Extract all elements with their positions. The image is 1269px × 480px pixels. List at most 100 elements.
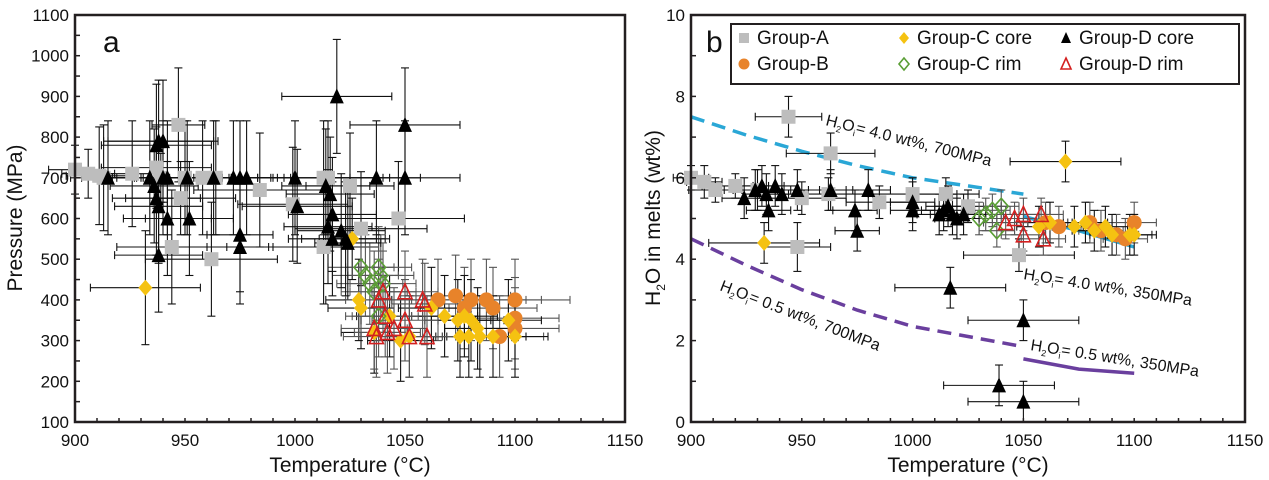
data-point-group-c-core xyxy=(437,308,452,325)
legend-item-group-d-core: Group-D core xyxy=(1061,28,1194,49)
data-point-group-d-core xyxy=(790,182,805,198)
data-point-group-a xyxy=(697,174,712,189)
y-tick-label: 2 xyxy=(676,332,685,351)
y-tick-label: 400 xyxy=(41,291,69,310)
data-point-group-d-core xyxy=(325,230,340,246)
data-point-group-d-core xyxy=(768,177,783,193)
data-point-group-c-core xyxy=(1067,218,1082,235)
legend-label: Group-C rim xyxy=(917,54,1022,75)
data-point-group-a xyxy=(708,183,723,198)
annotation-text: = 0.5 wt%, 350MPa xyxy=(1060,342,1200,381)
legend-marker-icon xyxy=(1059,56,1073,70)
x-tick-label: 950 xyxy=(788,431,816,450)
x-tick-label: 900 xyxy=(677,431,705,450)
data-point-group-d-core xyxy=(290,198,305,214)
data-point-group-c-core xyxy=(508,328,522,345)
data-point-group-a xyxy=(728,178,743,193)
data-point-group-a xyxy=(1011,248,1026,263)
data-point-group-d-core xyxy=(737,190,752,206)
legend-item-group-c-core: Group-C core xyxy=(899,28,1032,49)
data-point-group-d-rim xyxy=(379,322,396,341)
data-point-group-d-core xyxy=(321,218,335,234)
legend-marker-icon xyxy=(897,56,911,72)
data-point-group-a xyxy=(823,146,838,161)
panel-a-letter: a xyxy=(103,26,120,59)
data-point-group-d-core xyxy=(151,247,166,263)
data-point-group-d-core xyxy=(1016,393,1031,409)
data-point-group-c-rim xyxy=(352,258,370,277)
x-tick-label: 1100 xyxy=(1116,431,1153,450)
data-point-group-b xyxy=(507,292,523,308)
data-point-group-d-core xyxy=(288,169,302,185)
legend-label: Group-B xyxy=(757,54,829,75)
svg-text:H2Oi= 0.5 wt%, 350MPa: H2Oi= 0.5 wt%, 350MPa xyxy=(1029,337,1200,382)
data-point-group-c-core xyxy=(1031,218,1046,235)
annotation-4wt-350: H2Oi= 4.0 wt%, 350MPa xyxy=(1022,266,1193,310)
data-point-group-a xyxy=(204,252,219,267)
y-tick-label: 0 xyxy=(676,413,685,432)
data-point-group-b xyxy=(456,300,472,316)
data-point-group-c-rim xyxy=(372,266,389,285)
y-tick-label: 500 xyxy=(41,250,69,269)
legend-marker-icon xyxy=(738,58,750,70)
data-point-group-d-core xyxy=(949,210,964,226)
data-point-group-d-rim xyxy=(365,318,383,337)
annotation-text: = 4.0 wt%, 350MPa xyxy=(1053,271,1193,310)
data-point-group-c-core xyxy=(472,328,487,345)
data-point-group-c-core xyxy=(402,328,417,345)
data-point-group-d-rim xyxy=(1035,228,1052,247)
data-point-group-c-core xyxy=(1058,153,1073,170)
y-tick-label: 300 xyxy=(41,332,69,351)
data-point-group-a xyxy=(391,211,406,226)
data-point-group-d-core xyxy=(160,210,175,226)
x-tick-label: 950 xyxy=(171,431,199,450)
annotation-0p5wt-350: H2Oi= 0.5 wt%, 350MPa xyxy=(1029,337,1200,382)
y-tick-label: 1000 xyxy=(31,47,69,66)
x-tick-label: 1050 xyxy=(386,431,424,450)
data-point-group-a xyxy=(81,166,96,181)
model-curve-3 xyxy=(1023,357,1135,375)
data-point-group-c-core xyxy=(1078,214,1093,231)
y-tick-label: 800 xyxy=(41,128,69,147)
data-point-group-d-core xyxy=(759,186,774,202)
data-point-group-d-core xyxy=(847,202,862,218)
data-point-group-d-core xyxy=(151,198,166,214)
data-point-group-d-rim xyxy=(396,281,414,300)
panel-b-x-axis-title: Temperature (°C) xyxy=(887,454,1048,477)
data-point-group-a xyxy=(164,239,179,254)
data-point-group-a xyxy=(790,239,805,254)
y-tick-label: 8 xyxy=(676,87,685,106)
data-point-group-a xyxy=(252,183,267,198)
data-point-group-b xyxy=(1126,215,1142,231)
data-point-group-b xyxy=(485,300,501,316)
y-tick-label: 700 xyxy=(41,169,69,188)
data-point-group-d-core xyxy=(943,279,958,295)
model-curve-2 xyxy=(690,237,1024,349)
data-point-group-d-rim xyxy=(368,326,385,345)
data-point-group-d-core xyxy=(369,169,384,185)
data-point-group-d-core xyxy=(823,182,838,198)
data-point-group-c-core xyxy=(486,328,500,345)
data-point-group-a xyxy=(872,195,887,210)
data-point-group-a xyxy=(171,117,186,132)
data-point-group-c-core xyxy=(757,234,772,251)
legend-item-group-c-rim: Group-C rim xyxy=(897,54,1022,75)
y-tick-label: 900 xyxy=(41,87,69,106)
data-point-group-d-rim xyxy=(374,281,392,300)
data-point-group-d-rim xyxy=(1015,224,1032,243)
data-point-group-d-core xyxy=(861,182,876,198)
data-point-group-d-core xyxy=(233,238,247,254)
y-tick-label: 6 xyxy=(676,169,685,188)
legend-label: Group-A xyxy=(757,28,829,49)
data-point-group-c-core xyxy=(461,328,476,345)
data-point-group-d-core xyxy=(748,182,763,198)
legend-label: Group-D core xyxy=(1079,28,1194,49)
legend-marker-icon xyxy=(739,33,749,43)
data-point-group-d-rim xyxy=(418,326,436,345)
data-point-group-a xyxy=(195,170,210,185)
data-point-group-c-rim xyxy=(984,201,1001,220)
legend-marker-icon xyxy=(899,32,909,44)
legend-item-group-a: Group-A xyxy=(739,28,829,49)
